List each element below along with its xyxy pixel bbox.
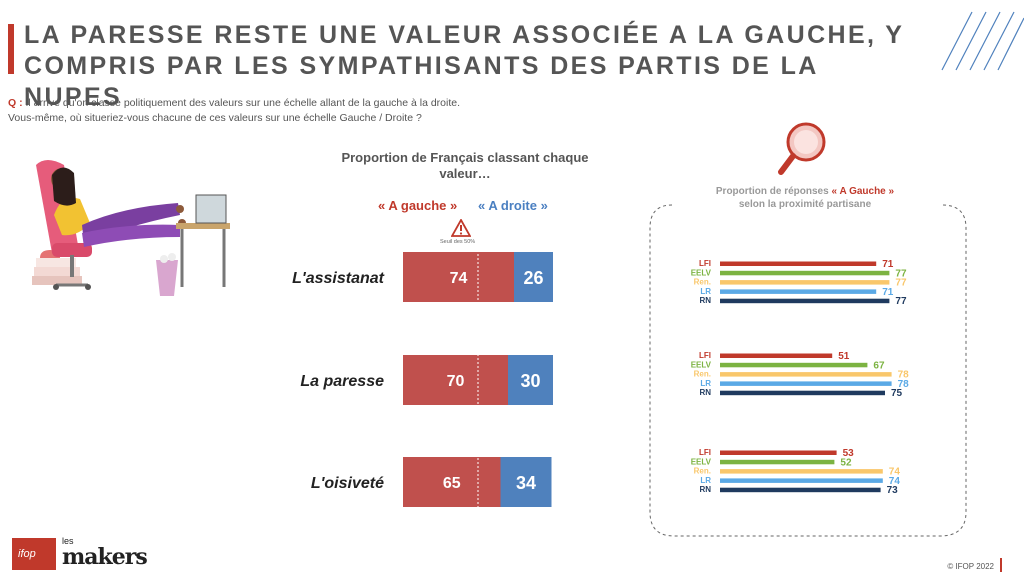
party-label: RN [699,296,711,305]
party-bar [720,280,890,285]
party-value: 77 [895,268,907,279]
party-bar [720,450,837,455]
data-label-droite: 26 [523,268,543,288]
party-value: 67 [873,360,885,371]
magnifier-icon [778,122,826,175]
party-label: EELV [691,360,712,369]
data-label-gauche: 70 [447,373,465,390]
footer-accent [1000,558,1002,572]
party-value: 71 [882,259,894,270]
party-bar [720,270,890,276]
ifop-logo [12,538,56,570]
party-value: 78 [898,379,910,390]
page-title: LA PARESSE RESTE UNE VALEUR ASSOCIÉE A L… [24,21,904,111]
party-label: EELV [691,268,712,277]
warning-icon [451,219,471,237]
bar-droite [514,252,553,302]
party-label: Ren. [694,278,711,287]
party-value: 78 [898,370,910,381]
party-bar [720,289,877,294]
bar-gauche [403,355,508,405]
question-line-2: Vous-même, où situeriez-vous chacune de … [8,112,422,124]
question-text: Q : Il arrive qu'on classe politiquement… [8,96,460,126]
category-label: L'assistanat [292,270,385,287]
question-line-1: Il arrive qu'on classe politiquement des… [25,97,461,109]
question-prefix: Q : [8,97,23,109]
party-label: LR [700,287,711,296]
party-bar [720,353,833,358]
party-label: Ren. [694,370,711,379]
data-label-gauche: 65 [443,475,461,492]
right-subtitle-b: « A Gauche » [831,186,895,197]
right-chart-subtitle: Proportion de réponses « A Gauche » selo… [680,185,930,211]
decorative-stripes-icon [941,11,1024,71]
data-label-droite: 30 [520,371,540,391]
party-label: LFI [699,259,711,268]
party-value: 73 [887,485,899,496]
makers-logo: makers [62,544,148,570]
makers-logo-les: les [62,536,74,546]
right-subtitle-a: Proportion de réponses [715,186,829,197]
party-value: 53 [843,448,855,459]
party-value: 75 [891,388,903,399]
party-label: LFI [699,351,711,360]
data-label-droite: 34 [516,473,536,493]
party-value: 77 [895,296,907,307]
bar-droite [508,355,553,405]
legend-droite: « A droite » [478,198,548,213]
party-value: 51 [838,351,850,362]
party-bar [720,372,892,377]
party-bar [720,381,892,386]
party-value: 74 [889,467,901,478]
ifop-logo-text: ifop [18,548,36,560]
right-subtitle-c: selon la proximité partisane [738,199,872,210]
left-chart-subtitle: Proportion de Français classant chaque v… [341,150,589,181]
bar-gauche [403,457,501,507]
party-label: RN [699,388,711,397]
legend-gauche: « A gauche » [378,198,458,213]
party-value: 52 [840,457,852,468]
party-value: 71 [882,287,894,298]
party-label: RN [699,485,711,494]
party-bar [720,459,835,465]
party-bar [720,469,883,474]
party-bar [720,261,877,266]
party-bar [720,478,883,483]
footer-copyright: © IFOP 2022 [947,562,994,571]
party-label: LR [700,476,711,485]
party-label: LR [700,379,711,388]
party-bar [720,362,868,368]
title-accent-bar [8,24,14,74]
bar-gauche [403,252,514,302]
lazy-woman-illustration [32,160,230,296]
party-label: Ren. [694,467,711,476]
party-bar [720,487,881,493]
data-label-gauche: 74 [450,270,468,287]
category-label: La paresse [300,373,384,390]
category-label: L'oisiveté [311,475,384,492]
party-bar [720,298,890,304]
bar-droite [500,457,552,507]
party-value: 77 [895,278,907,289]
party-label: EELV [691,457,712,466]
threshold-label: Seuil des 50% [440,239,476,245]
party-value: 74 [889,476,901,487]
party-label: LFI [699,448,711,457]
party-bar [720,390,885,396]
